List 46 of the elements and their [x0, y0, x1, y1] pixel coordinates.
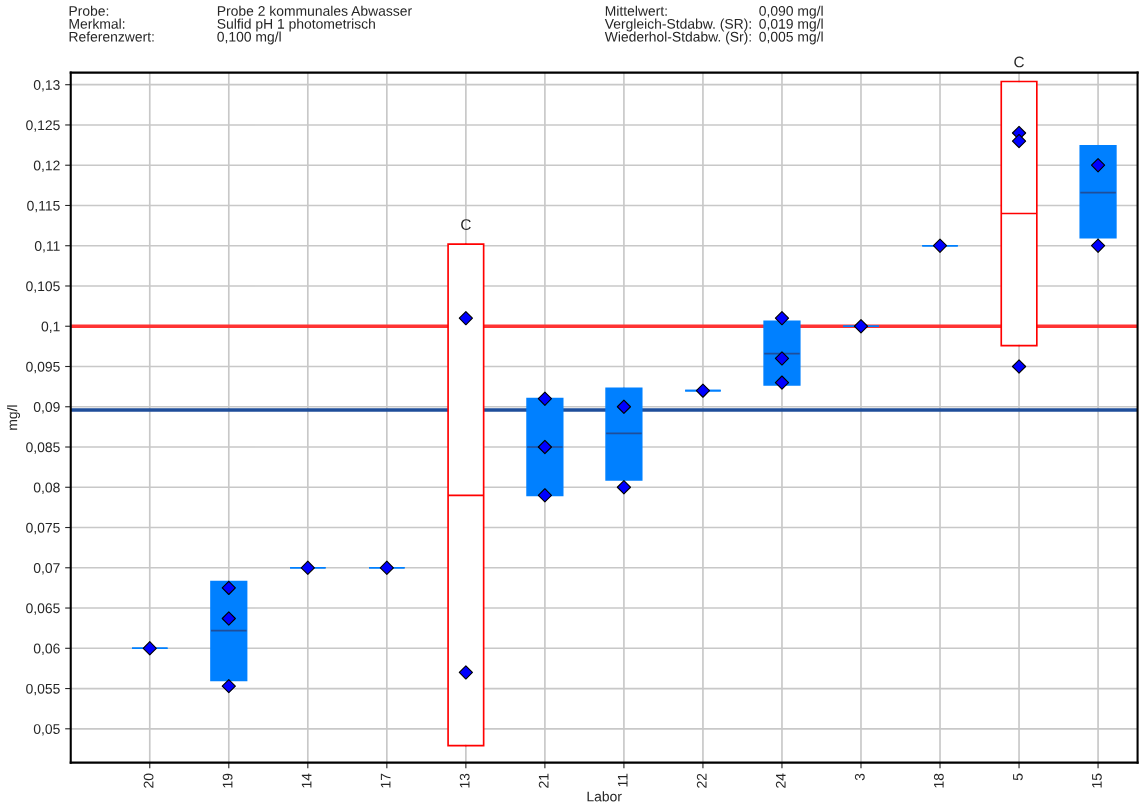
- y-tick-label: 0,11: [34, 241, 60, 253]
- text: Merkmal:: [69, 18, 125, 29]
- text: 0,019 mg/l: [759, 18, 823, 32]
- y-tick-label: 0,115: [27, 200, 60, 213]
- y-axis-title: mg/l: [7, 405, 21, 430]
- annotation: C: [461, 219, 471, 230]
- x-tick-label: 19: [222, 773, 233, 788]
- text: Sulfid pH 1 photometrisch: [217, 18, 375, 32]
- y-tick-label: 0,12: [33, 160, 60, 173]
- x-tick-label: 20: [143, 773, 154, 788]
- text: 0,100 mg/l: [217, 31, 281, 45]
- y-tick-label: 0,13: [33, 80, 60, 92]
- y-tick-label: 0,08: [33, 482, 60, 495]
- y-tick-label: 0,055: [26, 683, 60, 696]
- x-tick-label: 11: [617, 773, 628, 787]
- text: Probe 2 kommunales Abwasser: [217, 5, 412, 16]
- text: Mittelwert:: [605, 5, 667, 16]
- x-tick-label: 18: [933, 773, 944, 788]
- text: Wiederhol-Stdabw. (Sr):: [604, 31, 751, 45]
- y-tick-label: 0,085: [26, 442, 60, 454]
- x-tick-label: 21: [538, 773, 549, 788]
- text: Probe:: [69, 5, 109, 16]
- text: Vergleich-Stdabw. (SR):: [604, 18, 751, 32]
- x-tick-label: 13: [459, 773, 470, 788]
- y-tick-label: 0,075: [26, 522, 60, 535]
- x-tick-label: 14: [301, 773, 312, 788]
- x-tick-label: 3: [854, 773, 865, 781]
- text: 0,090 mg/l: [759, 5, 823, 19]
- x-tick-label: 15: [1092, 773, 1102, 788]
- text: Referenzwert:: [69, 31, 154, 42]
- y-tick-label: 0,065: [26, 603, 60, 615]
- y-tick-label: 0,05: [33, 724, 60, 736]
- x-axis-title: Labor: [587, 791, 622, 802]
- x-tick-label: 24: [775, 773, 786, 788]
- y-tick-label: 0,095: [26, 361, 60, 374]
- y-tick-label: 0,1: [41, 321, 60, 334]
- x-tick-label: 22: [696, 773, 707, 788]
- text: 0,005 mg/l: [759, 31, 823, 45]
- y-tick-label: 0,105: [26, 281, 60, 293]
- annotation: C: [1014, 56, 1024, 68]
- x-tick-label: 5: [1013, 773, 1023, 781]
- y-tick-label: 0,07: [33, 563, 60, 575]
- y-tick-label: 0,125: [26, 120, 60, 132]
- y-tick-label: 0,06: [33, 643, 60, 656]
- x-tick-label: 17: [380, 773, 391, 788]
- y-tick-label: 0,09: [33, 402, 60, 414]
